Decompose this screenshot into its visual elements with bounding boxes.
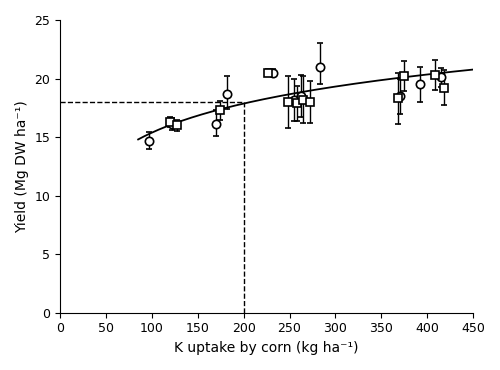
X-axis label: K uptake by corn (kg ha⁻¹): K uptake by corn (kg ha⁻¹) xyxy=(174,341,359,355)
Y-axis label: Yield (Mg DW ha⁻¹): Yield (Mg DW ha⁻¹) xyxy=(15,100,29,233)
